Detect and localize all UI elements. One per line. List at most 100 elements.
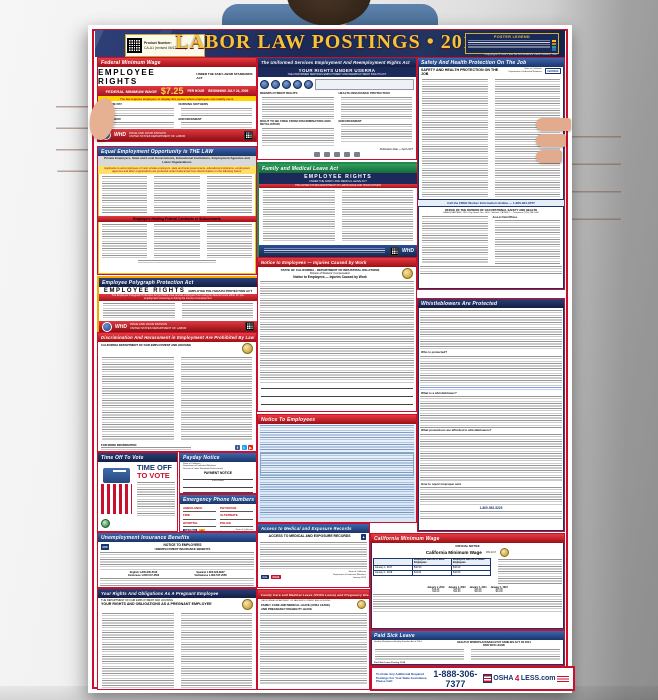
text-block <box>154 224 200 259</box>
fmla-subheading: UNDER THE FAMILY AND MEDICAL LEAVE ACT <box>309 180 367 183</box>
per-hour-label: PER HOUR <box>187 89 205 93</box>
division-line: Division of Labor Standards Enforcement <box>183 468 223 470</box>
flsa-subheading: UNDER THE FAIR LABOR STANDARDS ACT <box>196 72 253 80</box>
dept-line: Department of Industrial Relations <box>183 465 217 468</box>
text-block <box>375 649 464 660</box>
product-number-text: Product Number: CA-A1 (revised 06/12/201… <box>144 41 186 50</box>
emergency-label: POLICE <box>220 521 253 527</box>
mini-heading: What protections are afforded to whistle… <box>421 428 492 433</box>
area-field-offices-column: Area & Field Offices <box>493 215 563 265</box>
text-block <box>181 302 253 319</box>
schedule-val: $14.00 <box>474 588 482 591</box>
form-line <box>261 392 413 397</box>
legend-color-chips <box>552 40 556 51</box>
legend-text-lines <box>468 40 550 49</box>
revision-date: January 2013 <box>352 576 366 579</box>
text-block <box>420 487 562 506</box>
section-title: Paid Sick Leave <box>371 631 564 640</box>
mini-heading: ENFORCEMENT <box>338 118 362 123</box>
act-name: Healthy Workplaces/Healthy Families Act … <box>374 641 422 643</box>
psl-heading-2: PAID SICK LEAVE <box>482 644 506 647</box>
emergency-label: ALTERNATE <box>220 513 253 520</box>
statute-link-lines <box>420 386 562 391</box>
form-line <box>261 384 413 389</box>
brand-text: LESS.com <box>520 675 556 682</box>
state-line: STATE OF CALIFORNIA - DEPARTMENT OF INDU… <box>280 268 380 272</box>
poster-masthead: Product Number: CA-A1 (revised 06/12/201… <box>95 30 565 57</box>
whistleblower-hotline-number: 1-800-952-5225 <box>479 506 503 511</box>
emergency-label: AMBULANCE <box>183 506 216 512</box>
text-block <box>422 79 488 197</box>
agency-line: WAGE AND HOUR DIVISION <box>128 130 166 135</box>
time-off-text: TIME OFF <box>137 463 172 472</box>
psl-footer: Paid Sick Leave Posting 11/14 <box>374 662 406 664</box>
employee-rights-heading: EMPLOYEE RIGHTS <box>103 287 186 294</box>
text-block <box>471 649 560 660</box>
text-block <box>102 107 174 117</box>
eeo-bases-bar: Applicants to and employees of most priv… <box>98 165 256 175</box>
text-block <box>102 224 148 259</box>
access-heading: ACCESS TO MEDICAL AND EXPOSURE RECORDS <box>268 534 351 538</box>
dol-seal-icon <box>102 321 112 332</box>
section-cfra-leave: Family Care and Medical Leave (CFRA Leav… <box>257 589 370 690</box>
schedule-val: $11.00 <box>432 590 440 593</box>
notice-heading: Notice to Employees — Injuries Caused by… <box>293 275 367 279</box>
california-seal-icon <box>242 599 253 610</box>
osha-logo-chip: OSHA <box>270 575 281 580</box>
mini-heading: ENFORCEMENT <box>178 116 202 121</box>
form-line <box>183 483 253 488</box>
state-line: State of California <box>524 68 542 70</box>
section-injuries-caused-by-work: Notice to Employees — Injuries Caused by… <box>257 257 417 412</box>
section-title: Unemployment Insurance Benefits <box>98 533 256 542</box>
table-row: January 1, 2018 $11.00 $10.50 <box>374 570 490 575</box>
table-cell: $10.50 <box>412 566 451 571</box>
text-block <box>102 176 148 215</box>
section-title: Payday Notice <box>180 453 256 462</box>
labor-law-poster: Product Number: CA-A1 (revised 06/12/201… <box>88 25 575 693</box>
form-line <box>261 400 413 405</box>
text-block <box>100 578 254 586</box>
text-block <box>420 355 562 386</box>
state-line: State of California <box>235 528 253 531</box>
schedule-val: $13.00 <box>474 590 482 593</box>
partner-logo <box>354 151 360 157</box>
dfeh-department-line: CALIFORNIA DEPARTMENT OF FAIR EMPLOYMENT… <box>261 600 331 602</box>
agency-seal-icon <box>260 79 269 89</box>
section-title: Family and Medical Leave Act <box>259 164 417 173</box>
section-access-medical-records: Access to Medical and Exposure Records A… <box>257 523 370 588</box>
beginning-date: BEGINNING JULY 24, 2009 <box>208 89 249 93</box>
person-right-fingers <box>536 118 571 166</box>
text-block <box>180 107 252 117</box>
partner-logo <box>324 151 330 157</box>
text-block <box>498 558 562 585</box>
mini-heading: How to report improper acts <box>421 481 462 486</box>
agency-seal-icon <box>271 79 280 89</box>
section-emergency-phone-numbers: Emergency Phone Numbers AMBULANCE PHYSIC… <box>179 494 257 532</box>
dosh-logo-chip: ◆ <box>361 534 366 540</box>
phone-entry: Cantonese 1-800-547-3506 <box>127 574 160 577</box>
section-notice-to-employees-edd: Notice To Employees <box>257 414 417 523</box>
section-title: Whistleblowers Are Protected <box>418 299 564 308</box>
section-eeo-is-the-law: Equal Employment Opportunity is THE LAW … <box>97 146 257 275</box>
form-line <box>183 475 253 480</box>
qr-code-icon <box>390 246 400 256</box>
minimum-wage-table: Employers with 26 or More Employees Empl… <box>373 557 491 576</box>
partner-logo <box>344 151 350 157</box>
product-number-value: CA-A1 (revised 06/12/2017) <box>144 45 187 50</box>
table-cell: January 1, 2017 <box>375 565 393 569</box>
table-cell: $11.00 <box>412 571 451 575</box>
dfeh-department-line: CALIFORNIA DEPARTMENT OF FAIR EMPLOYMENT… <box>101 343 192 347</box>
table-cell: $10.00 <box>451 566 490 571</box>
text-block <box>340 96 412 119</box>
order-note: To Order Any Additional Required Posting… <box>376 671 428 684</box>
twitter-icon: t <box>241 445 247 450</box>
userra-banner-sub: THE UNIFORMED SERVICES EMPLOYMENT AND RE… <box>287 73 387 76</box>
publication-date: Publication Date — April 2017 <box>379 147 413 151</box>
poster-legend-title: POSTER LEGEND <box>494 35 530 39</box>
facebook-icon: f <box>235 445 240 450</box>
section-payday-notice: Payday Notice State of California Depart… <box>179 452 257 494</box>
agency-seal-icon <box>282 79 291 89</box>
text-block <box>154 176 200 215</box>
worker-hotline-bar: Call the FREE Worker Information Hotline… <box>418 199 564 207</box>
schedule-val: $14.00 <box>495 590 503 593</box>
